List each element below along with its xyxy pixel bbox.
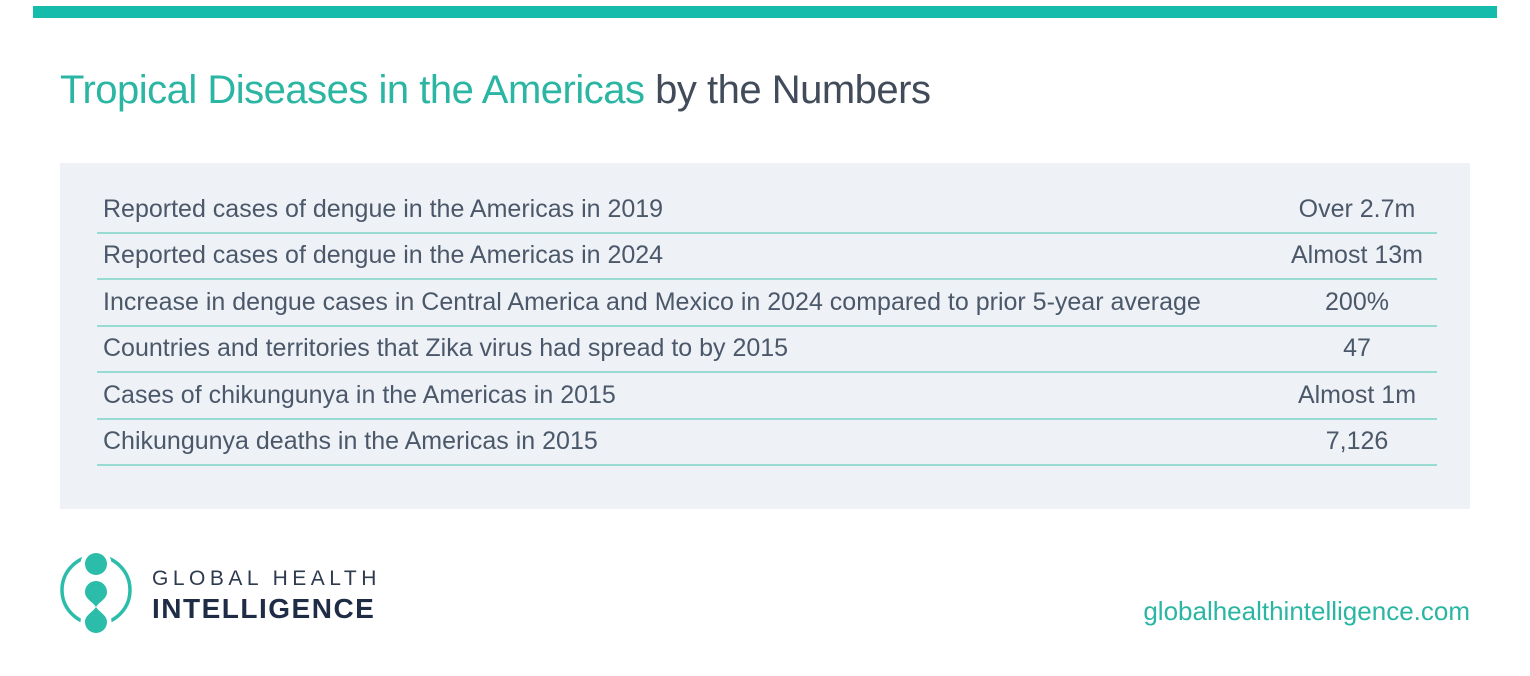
stat-value: Over 2.7m — [1298, 194, 1416, 223]
stat-value: Almost 13m — [1291, 241, 1423, 270]
top-accent-bar — [33, 6, 1497, 18]
table-row: Increase in dengue cases in Central Amer… — [97, 280, 1437, 327]
table-row: Reported cases of dengue in the Americas… — [97, 187, 1437, 234]
stat-value: Almost 1m — [1297, 380, 1417, 409]
stat-label: Countries and territories that Zika viru… — [103, 334, 789, 363]
page-title-rest: by the Numbers — [655, 68, 931, 112]
website-link[interactable]: globalhealthintelligence.com — [1143, 596, 1470, 626]
stat-value: 200% — [1325, 287, 1389, 316]
page-title: Tropical Diseases in the Americas by the… — [60, 68, 931, 112]
table-row: Countries and territories that Zika viru… — [97, 327, 1437, 373]
table-row: Reported cases of dengue in the Americas… — [97, 234, 1437, 280]
logo-wordmark-line2: INTELLIGENCE — [152, 593, 376, 624]
page-title-highlight: Tropical Diseases in the Americas — [60, 68, 645, 112]
global-health-intelligence-logo: GLOBAL HEALTH INTELLIGENCE — [58, 548, 381, 644]
stat-label: Chikungunya deaths in the Americas in 20… — [103, 427, 598, 456]
stat-label: Reported cases of dengue in the Americas… — [103, 194, 664, 223]
table-row: Chikungunya deaths in the Americas in 20… — [97, 420, 1437, 466]
stat-label: Reported cases of dengue in the Americas… — [103, 241, 664, 270]
stat-label: Increase in dengue cases in Central Amer… — [103, 287, 1201, 316]
stat-value: 47 — [1343, 334, 1371, 363]
stats-table: Reported cases of dengue in the Americas… — [97, 187, 1437, 466]
table-row: Cases of chikungunya in the Americas in … — [97, 373, 1437, 420]
droplets-in-circle-icon — [60, 548, 132, 638]
stats-panel: Reported cases of dengue in the Americas… — [60, 163, 1470, 509]
logo-wordmark-line1: GLOBAL HEALTH — [152, 567, 381, 590]
logo-wordmark: GLOBAL HEALTH INTELLIGENCE — [152, 567, 381, 625]
stat-value: 7,126 — [1325, 427, 1389, 456]
stat-label: Cases of chikungunya in the Americas in … — [103, 380, 616, 409]
